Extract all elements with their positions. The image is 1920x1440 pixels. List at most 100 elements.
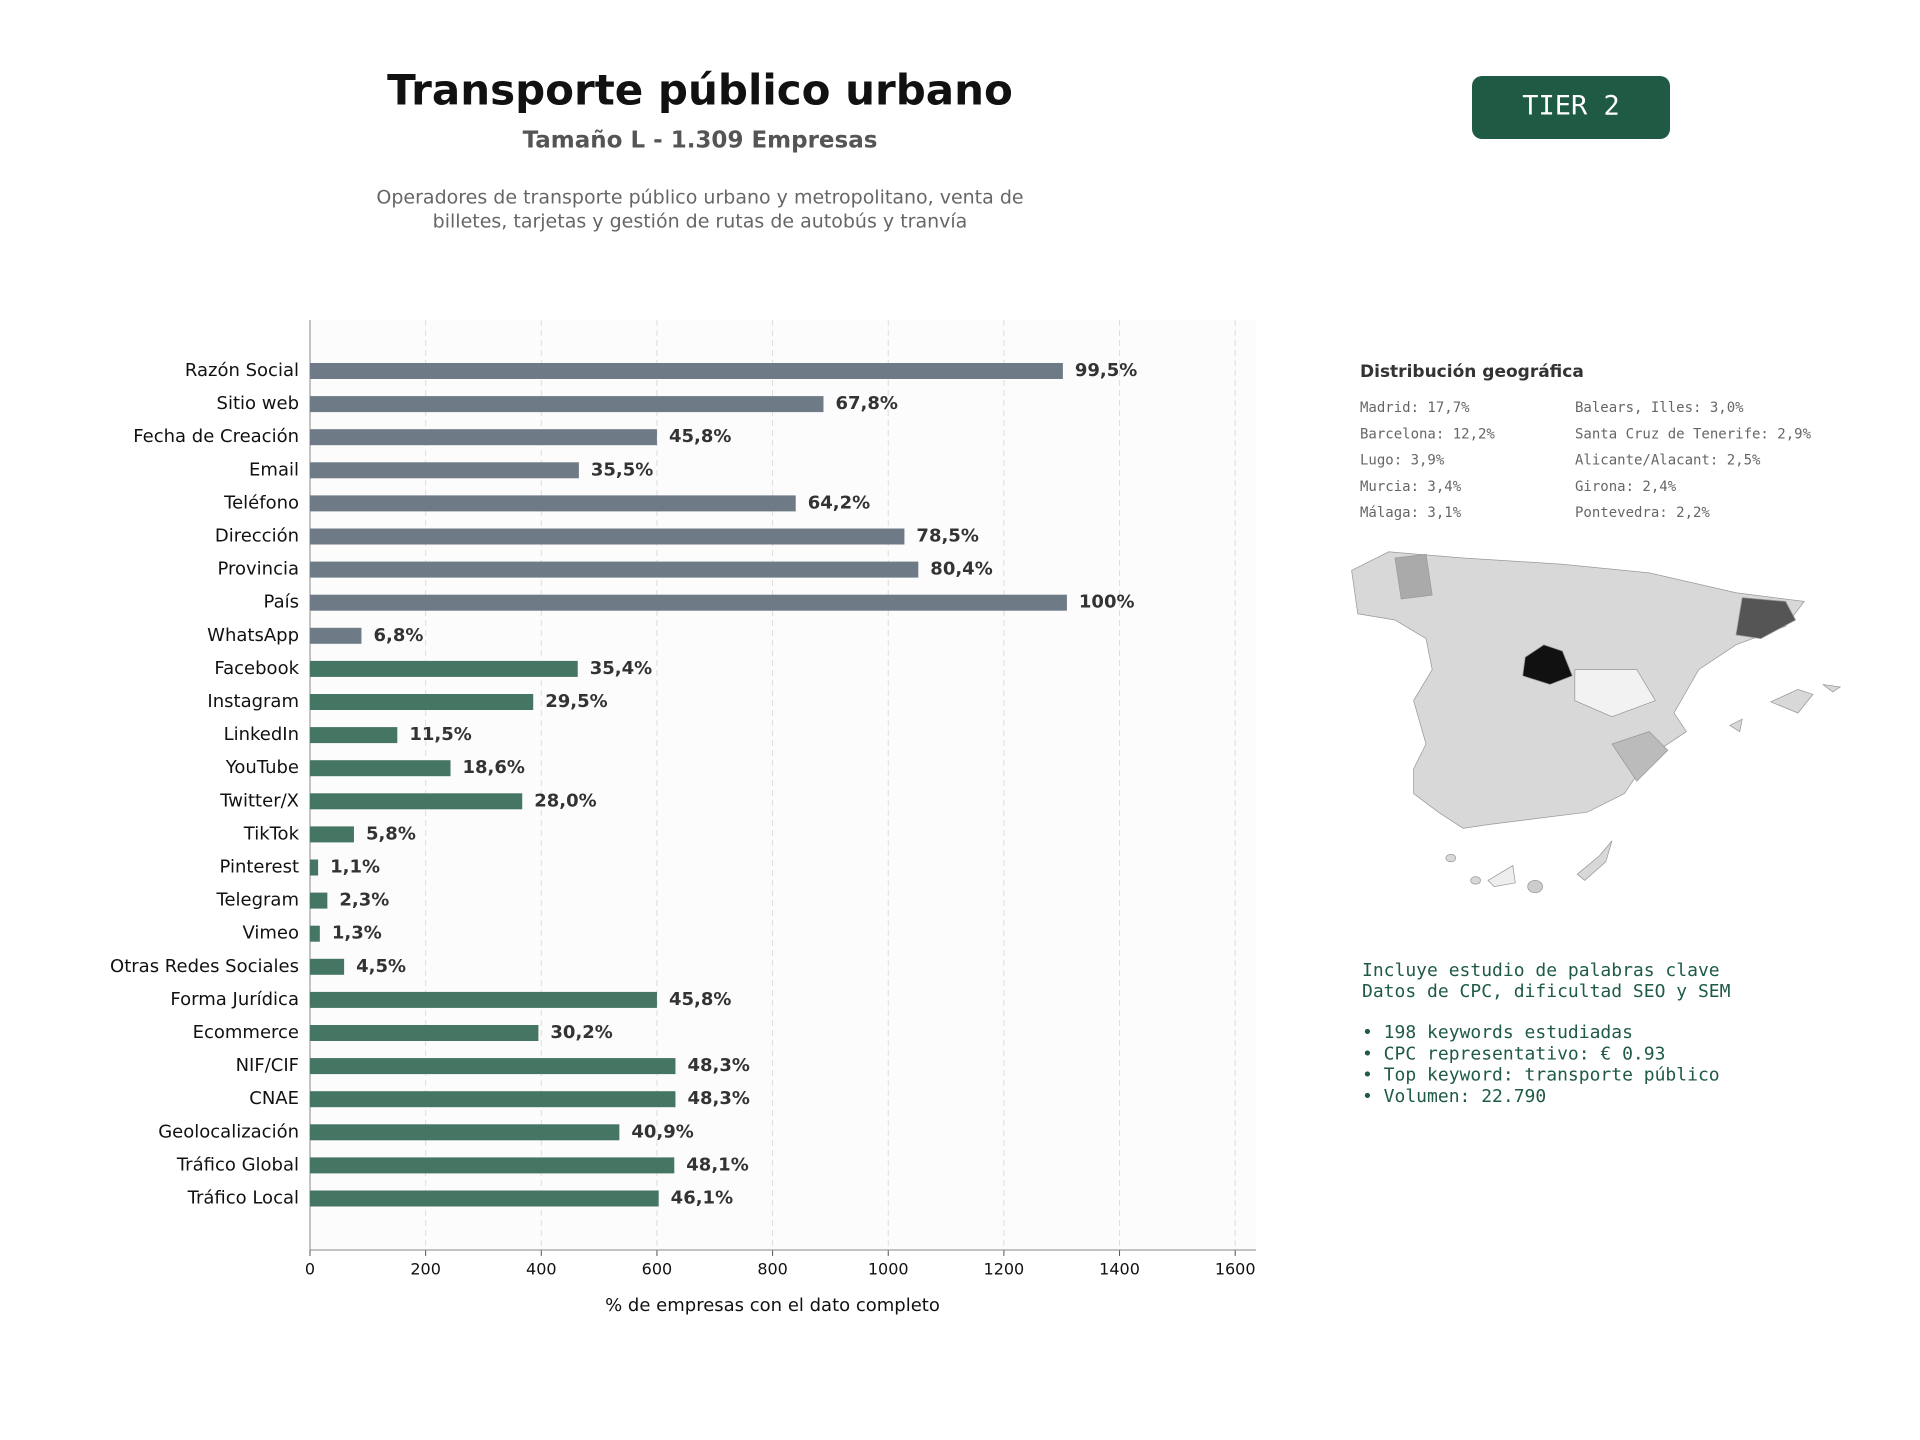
- bar: [310, 958, 345, 975]
- bar: [310, 396, 824, 413]
- x-tick-label: 200: [410, 1260, 441, 1279]
- value-label: 4,5%: [356, 956, 406, 977]
- bar: [310, 694, 534, 710]
- bar: [310, 925, 320, 942]
- x-tick-label: 0: [305, 1260, 315, 1279]
- y-tick-label: Vimeo: [242, 923, 299, 944]
- y-tick-label: Sitio web: [217, 393, 299, 414]
- bar: [310, 859, 319, 876]
- value-label: 1,3%: [332, 923, 382, 944]
- value-label: 29,5%: [545, 691, 607, 712]
- value-label: 48,1%: [686, 1154, 748, 1175]
- keyword-intro: Datos de CPC, dificultad SEO y SEM: [1362, 981, 1731, 1002]
- value-label: 80,4%: [930, 559, 992, 580]
- value-label: 5,8%: [366, 823, 416, 844]
- geo-item: Alicante/Alacant: 2,5%: [1575, 453, 1761, 469]
- y-tick-label: CNAE: [249, 1088, 299, 1109]
- geo-item: Balears, Illes: 3,0%: [1575, 400, 1744, 416]
- x-tick-label: 1400: [1099, 1260, 1140, 1279]
- y-tick-label: Tráfico Local: [187, 1188, 299, 1209]
- bar: [310, 1157, 675, 1174]
- y-tick-label: WhatsApp: [207, 625, 299, 646]
- description: billetes, tarjetas y gestión de rutas de…: [433, 211, 968, 233]
- value-label: 6,8%: [373, 625, 423, 646]
- x-tick-label: 1200: [984, 1260, 1025, 1279]
- value-label: 2,3%: [339, 890, 389, 911]
- x-tick-label: 1000: [868, 1260, 909, 1279]
- x-tick-label: 800: [757, 1260, 788, 1279]
- y-tick-label: Dirección: [215, 526, 299, 547]
- value-label: 48,3%: [687, 1088, 749, 1109]
- geo-item: Lugo: 3,9%: [1360, 453, 1445, 469]
- y-tick-label: Email: [249, 459, 299, 480]
- bar: [310, 793, 523, 810]
- value-label: 1,1%: [330, 857, 380, 878]
- keyword-bullet: • 198 keywords estudiadas: [1362, 1022, 1633, 1043]
- map-region: [1735, 597, 1797, 639]
- y-tick-label: TikTok: [243, 823, 300, 844]
- chart-title: Transporte público urbano: [387, 66, 1013, 115]
- value-label: 28,0%: [534, 790, 596, 811]
- map-island: [1470, 876, 1481, 885]
- y-tick-label: Provincia: [217, 559, 299, 580]
- geo-item: Santa Cruz de Tenerife: 2,9%: [1575, 426, 1812, 442]
- y-tick-label: Fecha de Creación: [133, 426, 299, 447]
- geo-item: Barcelona: 12,2%: [1360, 426, 1495, 442]
- geo-title: Distribución geográfica: [1360, 362, 1584, 382]
- bar: [310, 594, 1067, 611]
- geo-item: Madrid: 17,7%: [1360, 400, 1470, 416]
- map-region: [1522, 644, 1573, 685]
- y-tick-label: Otras Redes Sociales: [110, 956, 299, 977]
- y-tick-label: YouTube: [225, 757, 299, 778]
- geo-item: Girona: 2,4%: [1575, 479, 1677, 495]
- bar: [310, 826, 354, 843]
- keyword-bullet: • Volumen: 22.790: [1362, 1086, 1546, 1107]
- map-island: [1487, 864, 1516, 888]
- y-tick-label: Pinterest: [219, 857, 299, 878]
- map-region: [1394, 553, 1433, 600]
- bar: [310, 892, 328, 909]
- bar: [310, 627, 362, 644]
- y-tick-label: País: [264, 592, 299, 613]
- bar: [310, 660, 578, 677]
- bar: [310, 727, 398, 744]
- value-label: 18,6%: [463, 757, 525, 778]
- y-tick-label: Forma Jurídica: [170, 989, 299, 1010]
- bar: [310, 760, 451, 777]
- bar: [310, 1091, 676, 1108]
- keyword-bullet: • CPC representativo: € 0.93: [1362, 1043, 1665, 1064]
- chart-subtitle: Tamaño L - 1.309 Empresas: [523, 128, 878, 154]
- badge: TIER 2: [1522, 91, 1620, 122]
- bar: [310, 561, 919, 578]
- map-island: [1576, 840, 1613, 881]
- y-tick-label: Teléfono: [223, 492, 299, 513]
- bar: [310, 528, 905, 545]
- value-label: 67,8%: [835, 393, 897, 414]
- map-island: [1769, 689, 1814, 714]
- value-label: 45,8%: [669, 989, 731, 1010]
- value-label: 99,5%: [1075, 360, 1137, 381]
- bar: [310, 462, 579, 479]
- x-tick-label: 600: [642, 1260, 673, 1279]
- value-label: 46,1%: [671, 1188, 733, 1209]
- value-label: 30,2%: [550, 1022, 612, 1043]
- value-label: 78,5%: [916, 526, 978, 547]
- y-tick-label: LinkedIn: [224, 724, 299, 745]
- value-label: 48,3%: [687, 1055, 749, 1076]
- keyword-intro: Incluye estudio de palabras clave: [1362, 960, 1720, 981]
- bar: [310, 1124, 620, 1141]
- y-tick-label: Ecommerce: [193, 1022, 299, 1043]
- map-region: [1611, 731, 1669, 782]
- bar: [310, 991, 657, 1008]
- plot-area: [310, 320, 1256, 1250]
- map-island: [1445, 853, 1457, 863]
- value-label: 35,5%: [591, 459, 653, 480]
- map-region: [1574, 669, 1656, 718]
- x-tick-label: 1600: [1215, 1260, 1256, 1279]
- map-island: [1822, 684, 1842, 693]
- value-label: 40,9%: [631, 1121, 693, 1142]
- value-label: 64,2%: [808, 492, 870, 513]
- geo-item: Pontevedra: 2,2%: [1575, 505, 1710, 521]
